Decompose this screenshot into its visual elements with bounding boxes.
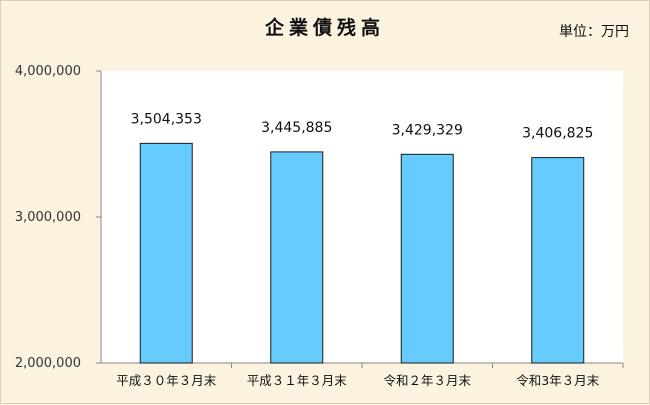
bar (531, 157, 585, 364)
data-label: 3,429,329 (392, 122, 463, 138)
x-tick-label: 令和２年３月末 (383, 373, 471, 388)
bar (139, 142, 193, 364)
y-tick-label: 3,000,000 (15, 210, 81, 225)
y-tick-label: 4,000,000 (15, 64, 81, 79)
chart-title: 企業債残高 (264, 17, 385, 39)
x-tick-label: 平成３０年３月末 (116, 373, 217, 388)
data-label: 3,504,353 (131, 111, 202, 127)
x-tick-label: 平成３１年３月末 (247, 373, 348, 388)
x-tick-label: 令和3年３月末 (516, 373, 599, 388)
data-label: 3,406,825 (522, 126, 593, 142)
data-label: 3,445,885 (261, 120, 332, 136)
y-tick-label: 2,000,000 (15, 356, 81, 371)
bar (400, 153, 454, 364)
unit-label: 単位：万円 (559, 24, 629, 40)
bar (270, 151, 324, 364)
